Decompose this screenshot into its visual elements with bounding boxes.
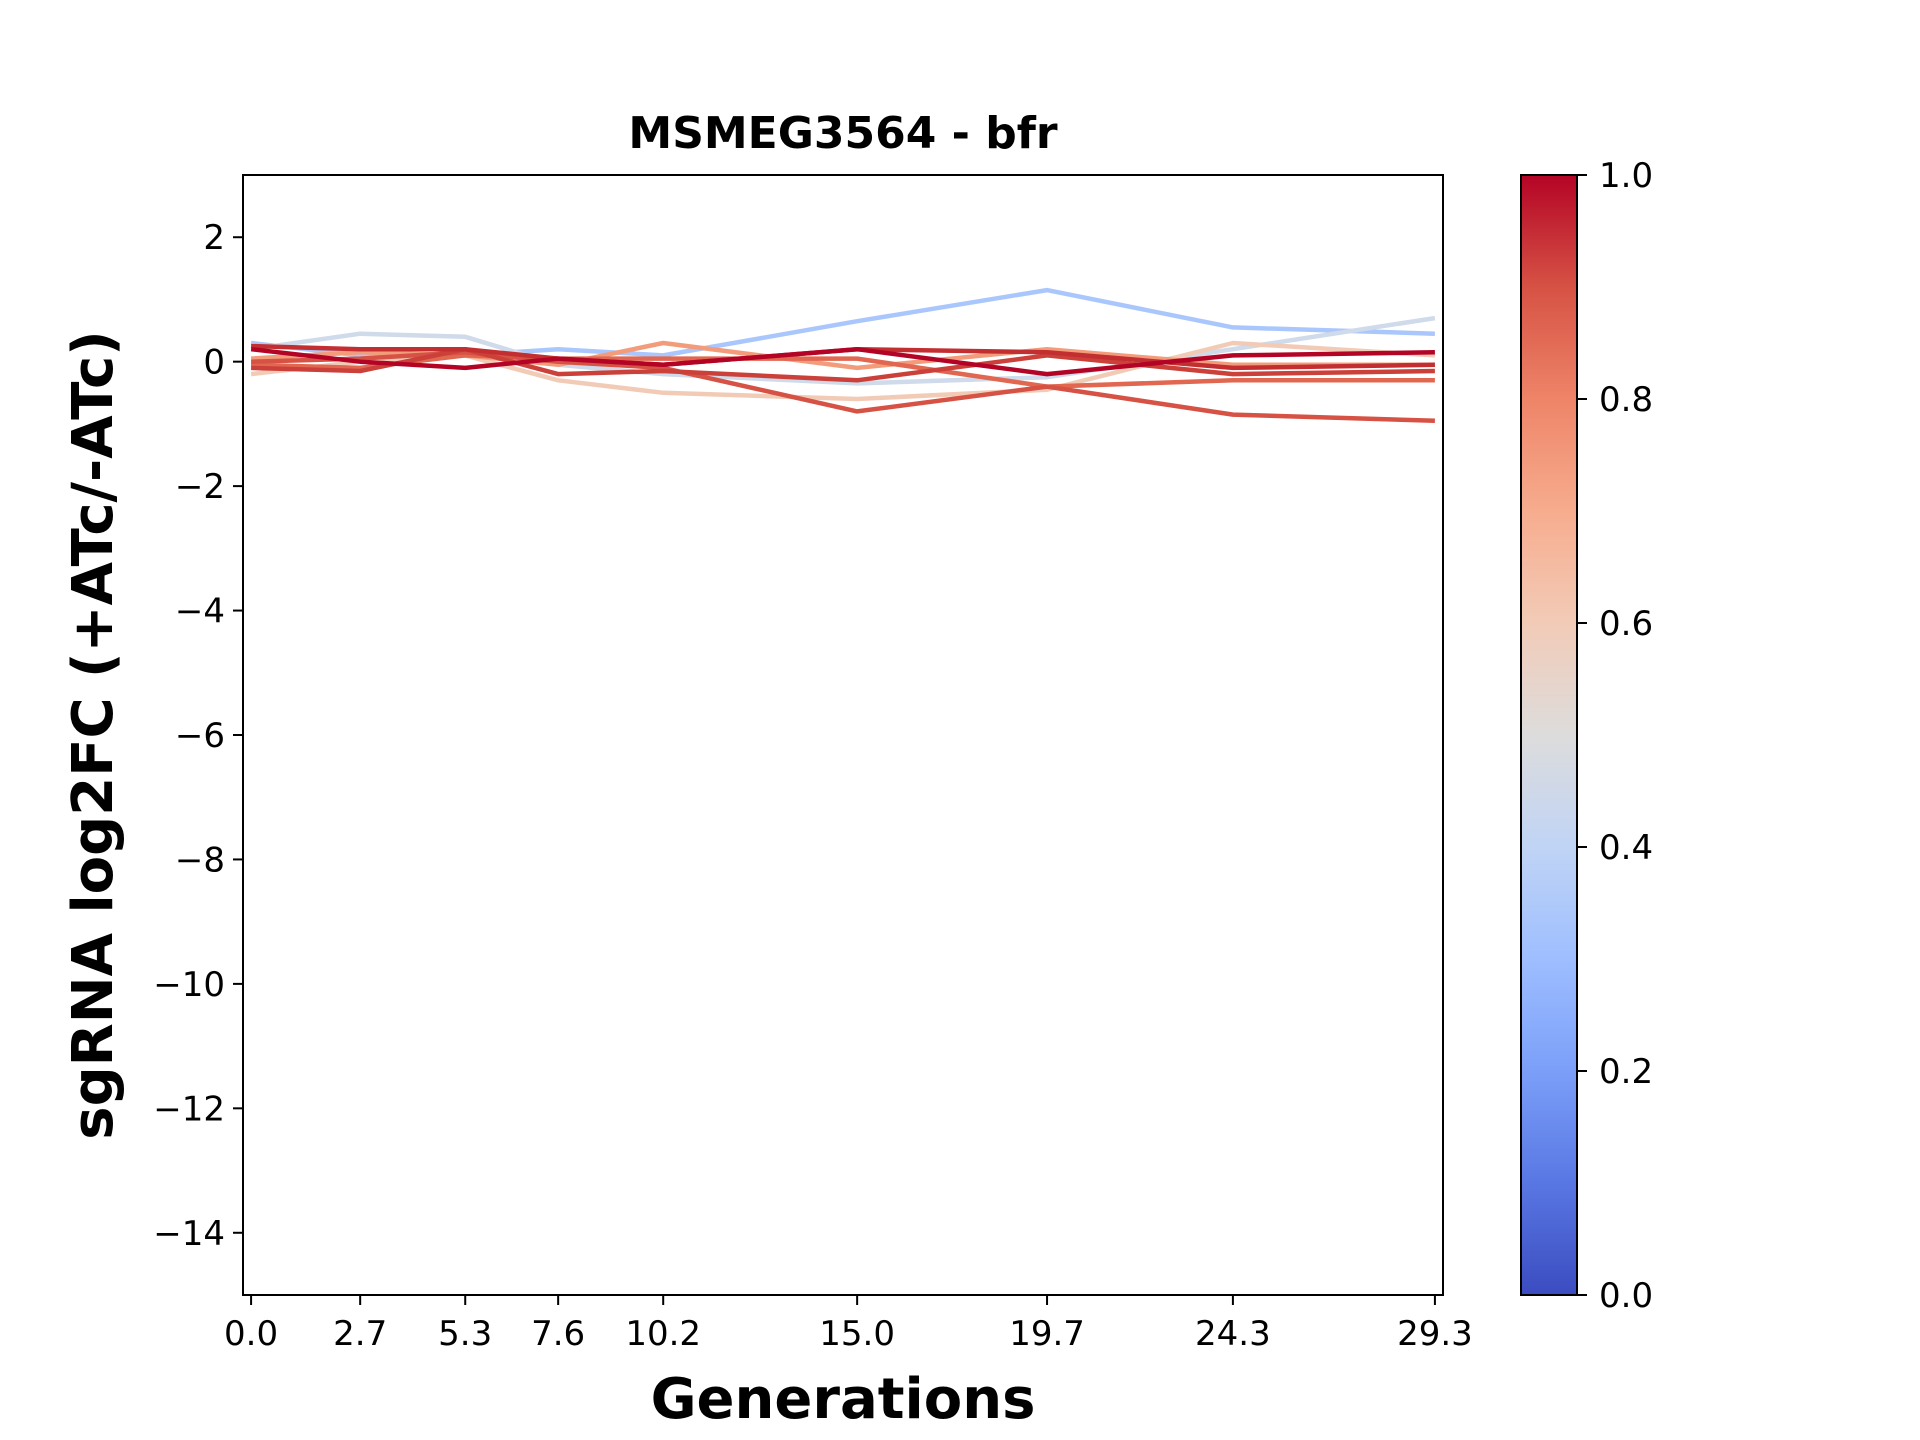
series-line-6 (251, 350, 1435, 424)
y-tick-label: −6 (175, 716, 225, 756)
y-tick-label: −2 (175, 467, 225, 507)
x-tick-label: 2.7 (333, 1314, 387, 1354)
series-layer (250, 287, 1436, 424)
chart-title: MSMEG3564 - bfr (628, 108, 1057, 159)
x-tick-label: 10.2 (625, 1314, 701, 1354)
x-tick-label: 0.0 (224, 1314, 278, 1354)
x-tick-label: 5.3 (438, 1314, 492, 1354)
plot-area (243, 175, 1443, 1295)
colorbar (1520, 174, 1578, 1296)
y-axis: 2 0 −2 −4 −6 −8 −10 −12 −14 (153, 218, 243, 1254)
y-tick-label: −8 (175, 840, 225, 880)
y-tick-label: 2 (203, 218, 225, 258)
y-tick-label: −4 (175, 592, 225, 632)
colorbar-axis: 0.0 0.2 0.4 0.6 0.8 1.0 (1577, 156, 1653, 1316)
x-tick-label: 15.0 (819, 1314, 895, 1354)
colorbar-tick-label: 0.6 (1599, 604, 1653, 644)
colorbar-tick-label: 0.4 (1599, 828, 1653, 868)
y-tick-label: −14 (153, 1214, 225, 1254)
x-axis-label: Generations (651, 1367, 1036, 1432)
x-tick-label: 19.7 (1009, 1314, 1085, 1354)
y-tick-label: −12 (153, 1089, 225, 1129)
y-axis-label: sgRNA log2FC (+ATc/-ATc) (61, 330, 126, 1140)
colorbar-tick-label: 1.0 (1599, 156, 1653, 196)
y-tick-label: 0 (203, 343, 225, 383)
y-tick-label: −10 (153, 965, 225, 1005)
colorbar-tick-label: 0.8 (1599, 380, 1653, 420)
x-tick-label: 7.6 (531, 1314, 585, 1354)
colorbar-tick-label: 0.0 (1599, 1276, 1653, 1316)
colorbar-tick-label: 0.2 (1599, 1052, 1653, 1092)
x-tick-label: 24.3 (1195, 1314, 1271, 1354)
series-line-9 (250, 346, 1435, 377)
x-axis: 0.0 2.7 5.3 7.6 10.2 15.0 19.7 24.3 29.3 (224, 1295, 1473, 1354)
x-tick-label: 29.3 (1397, 1314, 1473, 1354)
